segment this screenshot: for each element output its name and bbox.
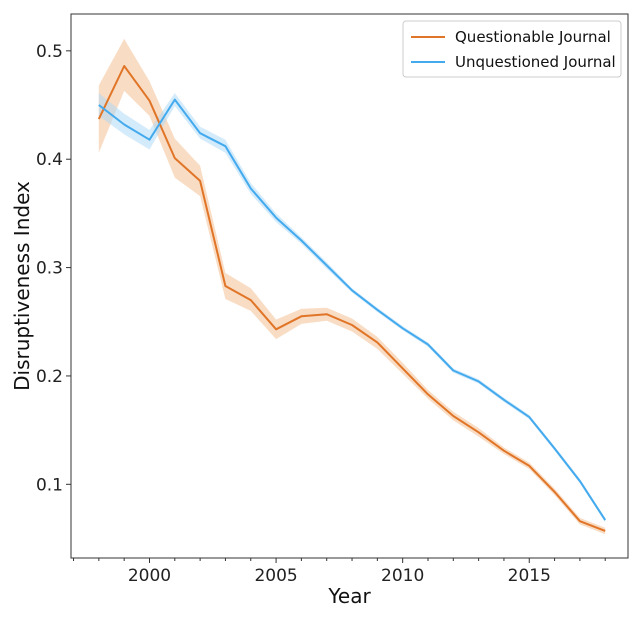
y-tick-label: 0.4 [36,150,63,170]
x-axis-ticks: 2000 2005 2010 2015 [73,558,606,586]
line-questionable [97,65,606,532]
y-tick-label: 0.5 [36,42,63,62]
x-tick-label: 2000 [128,566,171,586]
legend-label-questionable: Questionable Journal [455,28,611,46]
x-tick-label: 2005 [254,566,297,586]
y-axis-ticks: 0.1 0.2 0.3 0.4 0.5 [36,42,71,495]
y-tick-label: 0.1 [36,475,63,495]
confidence-bands [98,38,606,535]
y-tick-label: 0.3 [36,259,63,279]
series-lines [97,65,607,532]
legend: Questionable Journal Unquestioned Journa… [402,20,622,78]
legend-label-unquestioned: Unquestioned Journal [455,53,616,71]
x-tick-label: 2010 [381,566,424,586]
plot-frame [70,13,629,559]
x-tick-label: 2015 [508,566,551,586]
y-axis-label: Disruptiveness Index [10,181,34,391]
line-unquestioned [98,98,607,521]
x-axis-label: Year [327,584,371,608]
legend-box [402,20,622,78]
band-questionable [98,38,606,535]
y-tick-label: 0.2 [36,367,63,387]
band-unquestioned [98,93,606,523]
